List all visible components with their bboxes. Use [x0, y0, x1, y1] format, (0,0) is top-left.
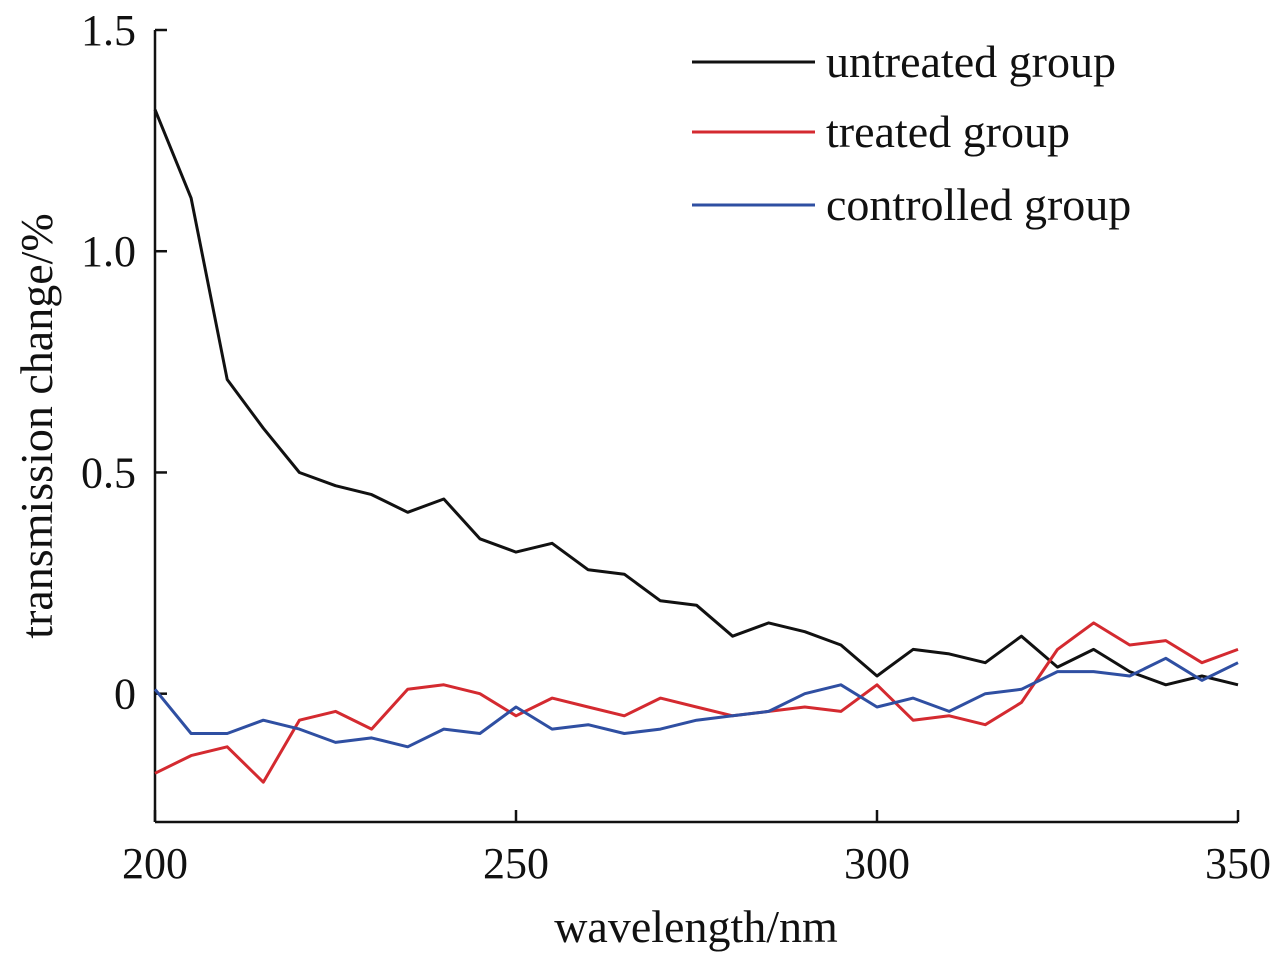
- tick-group: 200 250 300 350 0 0.5 1.0 1.5: [81, 6, 1271, 888]
- legend-label: untreated group: [826, 36, 1116, 87]
- y-tick-label: 1.5: [81, 6, 136, 55]
- y-tick-label: 1.0: [81, 227, 136, 276]
- x-tick-label: 300: [844, 839, 910, 888]
- x-tick-label: 250: [483, 839, 549, 888]
- legend-label: controlled group: [826, 179, 1131, 230]
- y-axis-label: transmission change/%: [11, 213, 62, 638]
- series-layer: [153, 109, 1239, 784]
- y-tick-label: 0.5: [81, 448, 136, 497]
- x-tick-label: 200: [122, 839, 188, 888]
- legend-label: treated group: [826, 106, 1070, 157]
- legend: untreated group treated group controlled g…: [692, 36, 1131, 230]
- x-axis-label: wavelength/nm: [554, 901, 838, 952]
- x-tick-label: 350: [1205, 839, 1271, 888]
- axes: [153, 30, 1238, 824]
- series-line-controlled-group: [153, 656, 1239, 749]
- series-line-treated-group: [154, 621, 1239, 784]
- y-tick-label: 0: [114, 670, 136, 719]
